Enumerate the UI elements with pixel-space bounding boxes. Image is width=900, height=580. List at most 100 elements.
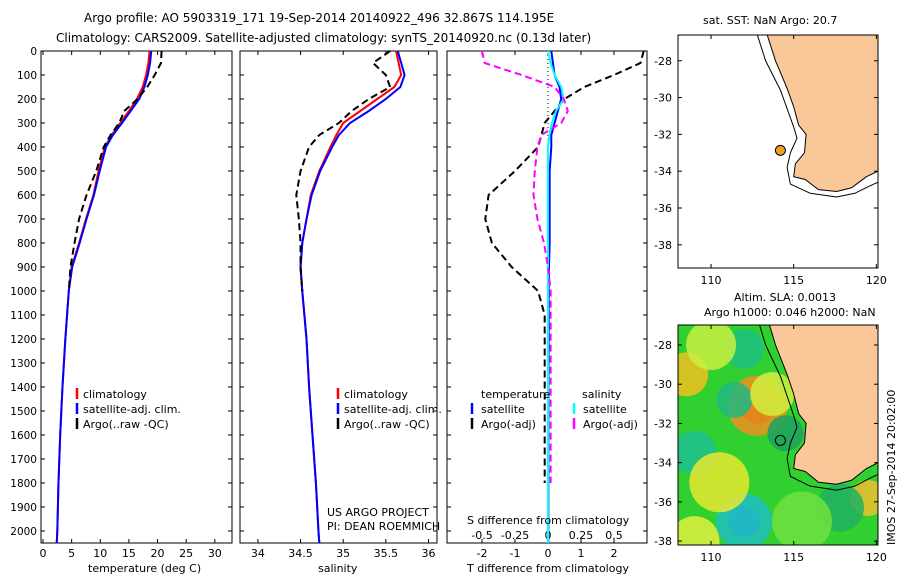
x-tick-label: 30 xyxy=(208,547,222,560)
legend-title: temperature xyxy=(481,388,550,401)
y-tick-label: 100 xyxy=(17,70,37,82)
x-tick-label: -2 xyxy=(476,547,487,560)
y-tick-label: 900 xyxy=(17,262,37,274)
x-tick-label: 2 xyxy=(610,547,617,560)
x-tick-label: 10 xyxy=(93,547,107,560)
y-tick-label: 300 xyxy=(17,118,37,130)
plot-frame xyxy=(239,50,438,544)
y-tick-label: 500 xyxy=(17,166,37,178)
series-line-s-satellite xyxy=(546,50,565,543)
y-tick-label: 400 xyxy=(17,142,37,154)
salinity-xlabel: salinity xyxy=(318,562,358,575)
sla-anomaly-blob xyxy=(678,516,720,545)
x2-tick-label: 0.25 xyxy=(569,529,594,542)
series-line-climatology xyxy=(55,50,151,544)
lat-tick-label: -32 xyxy=(654,417,672,430)
sdiff-xlabel: S difference from climatology xyxy=(467,514,630,527)
lat-tick-label: -34 xyxy=(654,457,672,470)
lat-tick-label: -30 xyxy=(654,92,672,105)
isobath-line xyxy=(756,35,878,198)
lat-tick-label: -36 xyxy=(654,496,672,509)
series-line-argo-raw-qc- xyxy=(295,50,392,292)
legend-label: Argo(-adj) xyxy=(481,418,536,431)
map-bottom-title-1: Altim. SLA: 0.0013 xyxy=(734,291,836,304)
x2-tick-label: -0.25 xyxy=(501,529,529,542)
map-content xyxy=(756,35,878,198)
lat-tick-label: -38 xyxy=(654,535,672,548)
x-tick-label: 1 xyxy=(577,547,584,560)
credit-line-2: PI: DEAN ROEMMICH xyxy=(327,520,440,533)
argo-float-marker xyxy=(774,434,786,446)
y-tick-label: 2000 xyxy=(10,526,37,538)
y-tick-label: 1000 xyxy=(10,286,37,298)
lat-tick-label: -30 xyxy=(654,378,672,391)
x2-tick-label: 0.5 xyxy=(605,529,623,542)
lat-tick-label: -32 xyxy=(654,128,672,141)
map-sla: 110 115 120 -28 -30 -32 -34 -36 -38 xyxy=(654,324,887,564)
legend-label: Argo(-adj) xyxy=(583,418,638,431)
lat-tick-label: -38 xyxy=(654,239,672,252)
legend-title: salinity xyxy=(582,388,622,401)
y-tick-label: 1300 xyxy=(10,358,37,370)
y-tick-label: 0 xyxy=(30,46,37,58)
argo-float-marker xyxy=(774,144,786,156)
x-tick-label: 35.5 xyxy=(374,547,399,560)
x-tick-label: 36 xyxy=(421,547,435,560)
x-tick-label: -1 xyxy=(510,547,521,560)
sla-anomaly-blob xyxy=(767,415,804,452)
legend-label: satellite xyxy=(583,403,627,416)
y-tick-label: 1600 xyxy=(10,430,37,442)
y-tick-label: 1100 xyxy=(10,310,37,322)
sla-anomaly-blob xyxy=(771,491,832,545)
temperature-xlabel: temperature (deg C) xyxy=(88,562,201,575)
map-sst: 110 115 120 -28 -30 -32 -34 -36 -38 xyxy=(654,34,887,287)
legend-label: climatology xyxy=(83,388,147,401)
legend-label: climatology xyxy=(344,388,408,401)
lon-tick-label: 120 xyxy=(866,274,887,287)
y-tick-label: 1200 xyxy=(10,334,37,346)
sla-anomaly-blob xyxy=(689,452,750,513)
legend-label: satellite xyxy=(481,403,525,416)
series-line-t-argo-adj- xyxy=(484,50,645,483)
lon-tick-label: 110 xyxy=(701,274,722,287)
x-tick-label: 34.5 xyxy=(288,547,313,560)
map-bottom-title-2: Argo h1000: 0.046 h2000: NaN xyxy=(704,306,876,319)
isobath-line xyxy=(759,325,878,491)
lon-tick-label: 120 xyxy=(866,551,887,564)
x-tick-label: 15 xyxy=(122,547,136,560)
lon-tick-label: 115 xyxy=(783,274,804,287)
map-content xyxy=(678,325,878,545)
difference-panel: -2-1012-0.5-0.2500.250.5temperaturesalin… xyxy=(446,50,648,560)
temperature-panel: 0100200300400500600700800900100011001200… xyxy=(10,46,233,560)
y-tick-label: 1900 xyxy=(10,502,37,514)
plot-frame xyxy=(40,50,233,544)
series-line-satellite-adj-clim- xyxy=(55,50,153,544)
x-tick-label: 0 xyxy=(544,547,551,560)
legend-label: Argo(..raw -QC) xyxy=(344,418,430,431)
lon-tick-label: 110 xyxy=(701,551,722,564)
sla-anomaly-blob xyxy=(686,325,737,370)
y-tick-label: 200 xyxy=(17,94,37,106)
y-tick-label: 1800 xyxy=(10,478,37,490)
imos-stamp: IMOS 27-Sep-2014 20:02:00 xyxy=(885,390,898,545)
y-tick-label: 1400 xyxy=(10,382,37,394)
series-line-s-argo-adj- xyxy=(481,50,569,483)
y-tick-label: 1500 xyxy=(10,406,37,418)
land-australia xyxy=(766,35,878,192)
legend-label: Argo(..raw -QC) xyxy=(83,418,169,431)
map-frame xyxy=(677,34,879,269)
map-top-title: sat. SST: NaN Argo: 20.7 xyxy=(703,14,837,27)
lon-tick-label: 115 xyxy=(783,551,804,564)
tdiff-xlabel: T difference from climatology xyxy=(466,562,629,575)
y-tick-label: 1700 xyxy=(10,454,37,466)
y-tick-label: 700 xyxy=(17,214,37,226)
sla-anomaly-blob xyxy=(716,381,753,418)
series-line-argo-raw-qc- xyxy=(67,50,163,292)
legend-label: satellite-adj. clim. xyxy=(83,403,181,416)
x-tick-label: 25 xyxy=(179,547,193,560)
map-frame xyxy=(677,324,879,546)
x-tick-label: 35 xyxy=(336,547,350,560)
credit-line-1: US ARGO PROJECT xyxy=(327,506,429,519)
